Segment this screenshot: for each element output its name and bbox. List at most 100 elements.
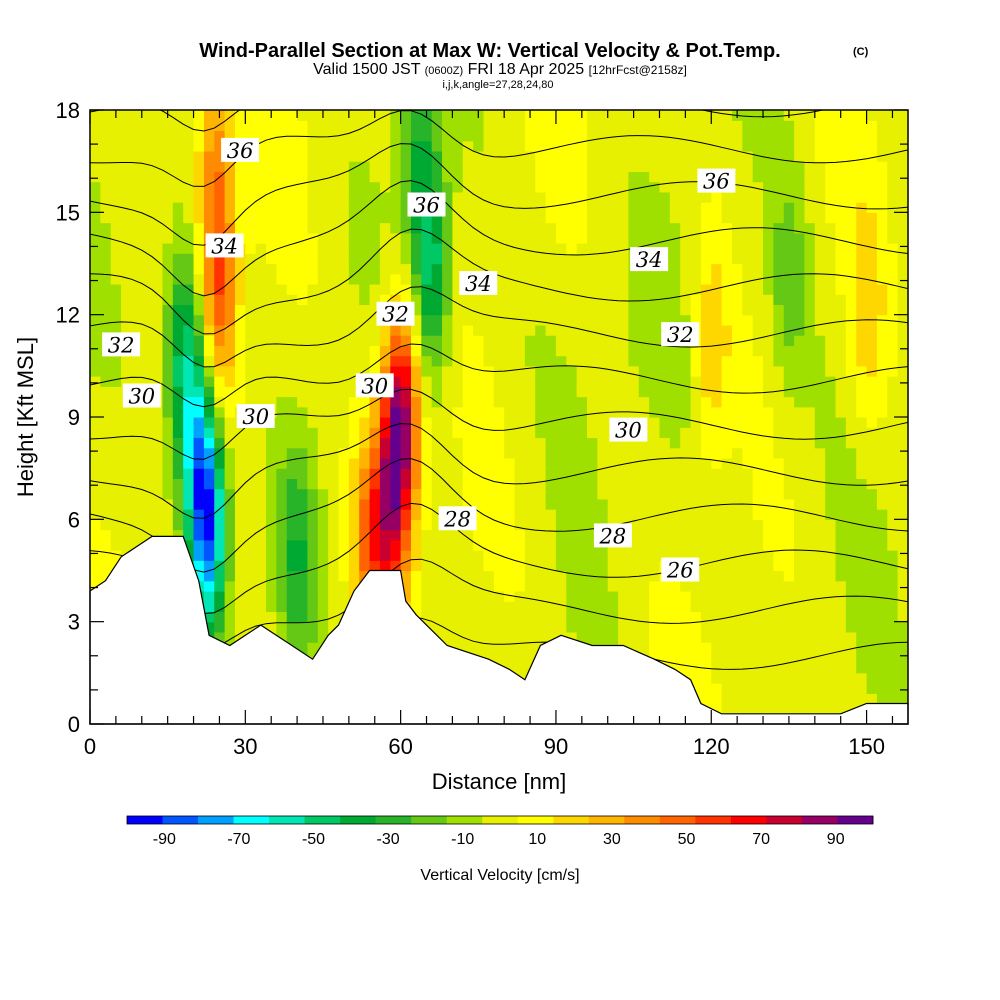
velocity-cell	[835, 324, 847, 336]
velocity-cell	[587, 631, 598, 643]
velocity-cell	[783, 417, 795, 428]
velocity-cell	[524, 437, 536, 449]
velocity-cell	[576, 140, 588, 152]
velocity-cell	[804, 642, 816, 653]
velocity-cell	[711, 611, 723, 623]
velocity-cell	[473, 365, 485, 377]
velocity-cell	[400, 345, 412, 357]
velocity-cell	[276, 191, 288, 203]
velocity-cell	[369, 263, 381, 275]
velocity-cell	[690, 243, 702, 254]
velocity-cell	[794, 631, 806, 643]
velocity-cell	[286, 171, 298, 183]
velocity-cell	[410, 601, 422, 613]
velocity-cell	[711, 580, 723, 592]
velocity-cell	[763, 120, 774, 132]
velocity-cell	[348, 539, 360, 551]
velocity-cell	[462, 212, 474, 224]
velocity-cell	[452, 253, 464, 265]
velocity-cell	[783, 314, 795, 326]
velocity-cell	[172, 130, 184, 142]
colorbar: -90 -70 -50 -30 -10 10 30 50 70 90	[126, 815, 874, 848]
velocity-cell	[214, 365, 226, 377]
velocity-cell	[649, 161, 661, 172]
velocity-cell	[338, 355, 350, 367]
velocity-cell	[804, 539, 816, 551]
velocity-cell	[638, 601, 650, 613]
velocity-cell	[711, 120, 723, 132]
velocity-cell	[462, 150, 474, 162]
velocity-cell	[856, 140, 868, 152]
velocity-cell	[638, 550, 650, 561]
velocity-cell	[473, 406, 485, 418]
velocity-cell	[866, 683, 878, 694]
velocity-cell	[183, 539, 195, 551]
velocity-cell	[338, 570, 350, 582]
velocity-cell	[669, 110, 681, 121]
velocity-cell	[452, 314, 464, 326]
velocity-cell	[524, 181, 536, 193]
velocity-cell	[731, 376, 743, 387]
contour-label-text: 28	[443, 507, 471, 531]
velocity-cell	[452, 294, 464, 306]
velocity-cell	[100, 560, 112, 572]
velocity-cell	[524, 212, 536, 224]
theta-contour-line	[90, 423, 908, 519]
velocity-cell	[597, 273, 609, 285]
velocity-cell	[721, 191, 733, 203]
velocity-cell	[897, 683, 908, 694]
velocity-cell	[514, 140, 526, 152]
velocity-cell	[131, 529, 143, 541]
velocity-cell	[566, 406, 578, 418]
velocity-cell	[887, 202, 899, 213]
velocity-cell	[783, 519, 795, 531]
velocity-cell	[421, 396, 433, 408]
velocity-cell	[317, 191, 329, 203]
velocity-cell	[452, 222, 464, 234]
velocity-cell	[297, 324, 309, 336]
velocity-field	[90, 110, 908, 724]
velocity-cell	[649, 212, 661, 224]
velocity-cell	[783, 273, 795, 285]
velocity-cell	[348, 253, 360, 265]
velocity-cell	[804, 181, 816, 193]
velocity-cell	[483, 396, 495, 408]
velocity-cell	[731, 406, 743, 418]
velocity-cell	[773, 539, 785, 551]
velocity-cell	[897, 263, 908, 275]
velocity-cell	[545, 478, 557, 490]
valid-utc: (0600Z)	[425, 65, 464, 77]
velocity-cell	[172, 120, 184, 132]
velocity-cell	[876, 509, 888, 520]
velocity-cell	[618, 447, 630, 459]
velocity-cell	[442, 171, 453, 183]
velocity-cell	[804, 396, 816, 408]
velocity-cell	[162, 447, 174, 459]
velocity-cell	[887, 376, 899, 387]
velocity-cell	[317, 376, 329, 387]
velocity-cell	[421, 335, 433, 346]
velocity-cell	[711, 488, 723, 500]
velocity-cell	[524, 529, 536, 541]
velocity-cell	[504, 406, 516, 418]
contour-label-bg	[236, 404, 275, 428]
velocity-cell	[452, 202, 464, 213]
velocity-cell	[410, 509, 422, 520]
velocity-cell	[555, 355, 567, 367]
velocity-cell	[773, 243, 785, 254]
velocity-cell	[659, 386, 671, 398]
velocity-cell	[524, 468, 536, 479]
velocity-cell	[442, 130, 453, 142]
velocity-cell	[856, 662, 868, 674]
velocity-cell	[700, 314, 712, 326]
velocity-cell	[814, 590, 826, 602]
velocity-cell	[214, 324, 226, 336]
velocity-cell	[421, 345, 433, 357]
velocity-cell	[369, 355, 381, 367]
velocity-cell	[410, 273, 422, 285]
velocity-cell	[825, 519, 837, 531]
velocity-cell	[690, 294, 702, 306]
velocity-cell	[566, 243, 578, 254]
velocity-cell	[794, 140, 806, 152]
velocity-cell	[110, 509, 122, 520]
